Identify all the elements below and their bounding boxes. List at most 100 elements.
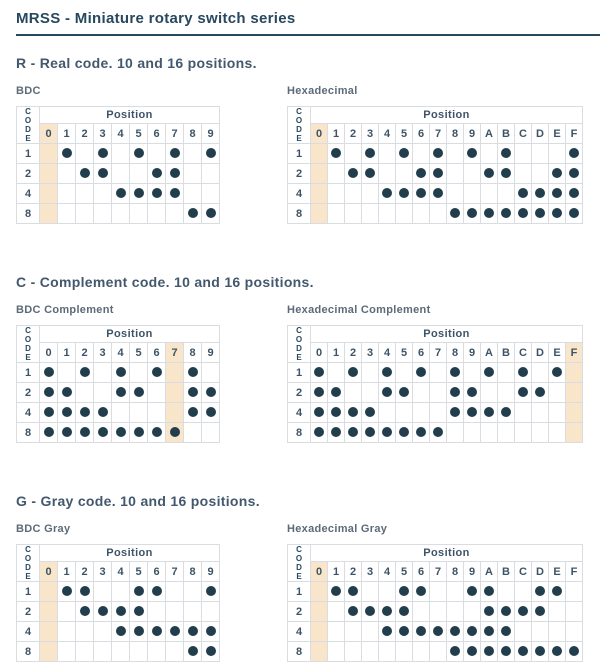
table-block: Hexadecimal C O D E Position 0 1 2 3 4 5 6 7 8 9 A B C D E F 1… (287, 71, 583, 224)
empty-cell (147, 143, 166, 164)
empty-cell (565, 382, 583, 403)
empty-cell (57, 183, 76, 204)
contact-cell (531, 382, 549, 403)
contact-cell (565, 183, 583, 204)
contact-dot (399, 148, 409, 159)
row-label: 1 (16, 581, 40, 602)
column-header-5: 5 (395, 123, 413, 144)
row-label: 4 (16, 402, 40, 423)
column-header-8: 8 (183, 561, 202, 582)
empty-cell (395, 641, 413, 662)
empty-cell (111, 203, 130, 224)
contact-cell (183, 621, 202, 642)
empty-cell (165, 402, 184, 423)
contact-dot (399, 606, 409, 617)
empty-cell (129, 163, 148, 184)
section-real: R - Real code. 10 and 16 positions. BDC C O… (16, 55, 584, 224)
contact-cell (514, 183, 532, 204)
code-axis-letter: C (25, 545, 31, 554)
row-label: 4 (287, 402, 311, 423)
column-header-3: 3 (93, 561, 112, 582)
contact-cell (111, 422, 130, 443)
contact-cell (165, 183, 184, 204)
contact-cell (147, 163, 166, 184)
contact-dot (331, 387, 341, 398)
contact-cell (463, 382, 481, 403)
contact-cell (565, 143, 583, 164)
truth-table: C O D E Position 0 1 2 3 4 5 6 7 8 9 A B C D E F 1 2 4 8 (287, 105, 583, 224)
empty-cell (75, 203, 94, 224)
contact-dot (348, 606, 358, 617)
empty-cell (480, 422, 498, 443)
contact-cell (548, 163, 566, 184)
contact-dot (382, 188, 392, 199)
contact-dot (399, 427, 409, 438)
code-axis-letter: C (296, 545, 302, 554)
contact-cell (548, 641, 566, 662)
contact-dot (467, 208, 477, 219)
contact-cell (548, 362, 566, 383)
contact-dot (501, 208, 511, 219)
contact-dot (416, 626, 426, 637)
empty-cell (111, 163, 130, 184)
empty-cell (201, 601, 220, 622)
empty-cell (310, 621, 328, 642)
contact-cell (183, 362, 202, 383)
contact-dot (433, 148, 443, 159)
column-header-6: 6 (147, 342, 166, 363)
contact-dot (484, 606, 494, 617)
contact-dot (97, 148, 108, 159)
contact-cell (412, 163, 430, 184)
contact-dot (115, 427, 126, 438)
contact-cell (463, 203, 481, 224)
row-label: 8 (287, 641, 311, 662)
empty-cell (497, 183, 515, 204)
empty-cell (310, 601, 328, 622)
contact-cell (75, 163, 94, 184)
contact-dot (518, 646, 528, 657)
empty-cell (57, 601, 76, 622)
empty-cell (165, 382, 184, 403)
contact-cell (463, 581, 481, 602)
empty-cell (412, 143, 430, 164)
section-heading: R - Real code. 10 and 16 positions. (16, 55, 257, 71)
column-header-4: 4 (111, 123, 130, 144)
code-axis-letter: E (296, 134, 302, 143)
contact-dot (151, 188, 162, 199)
contact-cell (75, 402, 94, 423)
empty-cell (446, 601, 464, 622)
empty-cell (446, 143, 464, 164)
contact-cell (57, 422, 76, 443)
contact-dot (501, 606, 511, 617)
contact-cell (93, 163, 112, 184)
contact-dot (348, 586, 358, 597)
contact-cell (147, 621, 166, 642)
empty-cell (514, 163, 532, 184)
contact-cell (75, 581, 94, 602)
contact-cell (480, 163, 498, 184)
row-label: 2 (287, 163, 311, 184)
contact-cell (93, 422, 112, 443)
contact-dot (115, 626, 126, 637)
contact-dot (399, 586, 409, 597)
contact-cell (514, 203, 532, 224)
contact-cell (531, 641, 549, 662)
column-header-E: E (548, 561, 566, 582)
contact-cell (147, 183, 166, 204)
contact-cell (165, 163, 184, 184)
column-header-3: 3 (93, 342, 112, 363)
contact-dot (433, 168, 443, 179)
contact-cell (446, 402, 464, 423)
contact-dot (348, 367, 358, 378)
contact-cell (480, 581, 498, 602)
contact-dot (133, 148, 144, 159)
empty-cell (531, 422, 549, 443)
contact-cell (361, 143, 379, 164)
contact-cell (395, 422, 413, 443)
column-header-7: 7 (165, 342, 184, 363)
empty-cell (93, 641, 112, 662)
